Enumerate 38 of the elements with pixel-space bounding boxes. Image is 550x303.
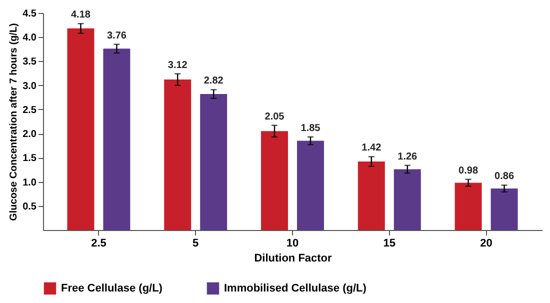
data-label: 1.85	[300, 122, 321, 134]
bar	[164, 80, 192, 230]
x-tick-label: 5	[192, 238, 199, 250]
data-label: 4.18	[70, 10, 91, 21]
bar	[394, 169, 421, 230]
bar	[67, 28, 94, 230]
y-tick-label: 3.0	[22, 80, 37, 92]
y-tick-label: 0.5	[22, 201, 37, 212]
bar	[261, 131, 288, 230]
legend-label: Immobilised Cellulase (g/L)	[224, 282, 367, 294]
y-tick-label: 2.5	[22, 104, 37, 116]
data-label: 0.86	[494, 171, 514, 182]
y-tick-label: 2.0	[22, 129, 37, 140]
bar	[358, 162, 385, 230]
y-tick-label: 1.5	[22, 153, 37, 164]
bar	[490, 188, 518, 230]
x-axis-title: Dilution Factor	[254, 252, 333, 264]
data-label: 1.26	[398, 151, 418, 162]
y-tick-label: 3.5	[22, 56, 37, 68]
y-tick-label: 4.0	[22, 32, 37, 44]
y-tick-label: 1.0	[22, 177, 37, 188]
data-label: 3.76	[106, 30, 127, 42]
data-label: 0.98	[458, 165, 478, 176]
y-tick-label: 4.5	[22, 8, 37, 20]
data-label: 2.82	[204, 76, 224, 87]
data-label: 3.12	[168, 60, 188, 71]
bar	[103, 48, 130, 230]
bar	[454, 182, 482, 230]
data-label: 2.05	[264, 111, 285, 122]
x-tick-label: 20	[480, 238, 492, 250]
x-tick-label: 15	[383, 238, 396, 250]
legend-label: Free Cellulase (g/L)	[61, 282, 163, 294]
x-tick-label: 10	[286, 238, 299, 250]
bar	[200, 94, 228, 230]
y-axis-title: Glucose Concentration after 7 hours (g/L)	[8, 23, 20, 221]
x-tick-label: 2.5	[91, 238, 106, 250]
bar	[297, 140, 324, 230]
data-label: 1.42	[362, 142, 382, 154]
